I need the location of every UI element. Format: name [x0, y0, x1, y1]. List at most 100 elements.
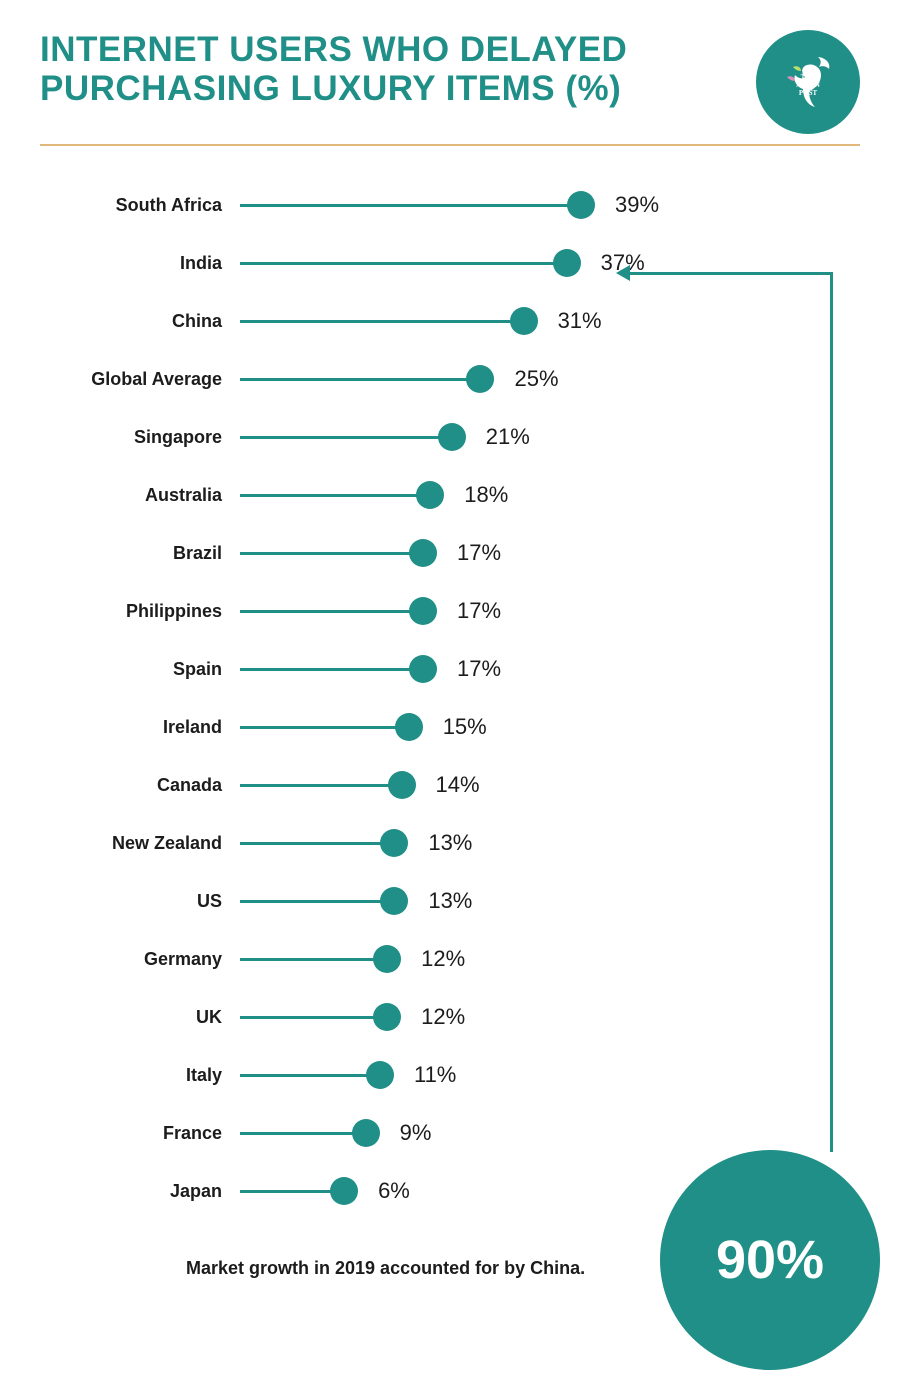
header: INTERNET USERS WHO DELAYED PURCHASING LU…	[40, 30, 860, 134]
chart-row-label: Singapore	[60, 427, 240, 448]
chart-row-label: India	[60, 253, 240, 274]
chart-row-label: Philippines	[60, 601, 240, 622]
chart-bar-value: 13%	[428, 830, 472, 856]
chart-bar-line	[240, 958, 376, 961]
chart-bar: 15%	[240, 698, 487, 756]
chart-bar: 18%	[240, 466, 508, 524]
header-divider	[40, 144, 860, 146]
callout-connector-horizontal	[630, 272, 833, 275]
page-title: INTERNET USERS WHO DELAYED PURCHASING LU…	[40, 30, 627, 108]
chart-bar-line	[240, 320, 513, 323]
chart-bar-line	[240, 262, 556, 265]
chart-bar-line	[240, 1016, 376, 1019]
chart-bar-dot	[409, 655, 437, 683]
chart-row: Philippines17%	[60, 582, 860, 640]
chart-bar: 39%	[240, 176, 659, 234]
chart-row: Global Average25%	[60, 350, 860, 408]
chart-bar-line	[240, 552, 412, 555]
svg-text:ASEAN: ASEAN	[796, 81, 820, 89]
hummingbird-icon: THE ASEAN POST	[773, 47, 843, 117]
chart-bar: 11%	[240, 1046, 456, 1104]
chart-row-label: Japan	[60, 1181, 240, 1202]
chart-bar: 13%	[240, 814, 472, 872]
chart-row: Spain17%	[60, 640, 860, 698]
chart-bar-dot	[373, 945, 401, 973]
chart-row-label: France	[60, 1123, 240, 1144]
chart-bar-dot	[409, 597, 437, 625]
chart-bar-dot	[330, 1177, 358, 1205]
chart-row-label: US	[60, 891, 240, 912]
svg-text:THE: THE	[801, 73, 816, 81]
chart-bar: 12%	[240, 930, 465, 988]
chart-row: US 13%	[60, 872, 860, 930]
chart-row: Australia 18%	[60, 466, 860, 524]
chart-row: New Zealand13%	[60, 814, 860, 872]
chart-bar: 17%	[240, 582, 501, 640]
chart-bar-line	[240, 842, 383, 845]
chart-bar-line	[240, 436, 441, 439]
chart-row: Singapore21%	[60, 408, 860, 466]
chart-row: Brazil17%	[60, 524, 860, 582]
chart-bar: 31%	[240, 292, 602, 350]
chart-row: UK 12%	[60, 988, 860, 1046]
chart-bar-value: 31%	[558, 308, 602, 334]
infographic-page: INTERNET USERS WHO DELAYED PURCHASING LU…	[0, 0, 900, 1381]
chart-bar-dot	[366, 1061, 394, 1089]
lollipop-chart: South Africa 39% India37%China 31% Global Av…	[40, 176, 860, 1220]
chart-bar: 25%	[240, 350, 559, 408]
chart-bar-value: 13%	[428, 888, 472, 914]
chart-bar-line	[240, 378, 469, 381]
chart-row-label: UK	[60, 1007, 240, 1028]
chart-row: Italy 11%	[60, 1046, 860, 1104]
chart-bar: 12%	[240, 988, 465, 1046]
chart-row: South Africa 39%	[60, 176, 860, 234]
chart-row-label: Ireland	[60, 717, 240, 738]
chart-bar-line	[240, 610, 412, 613]
chart-bar-dot	[553, 249, 581, 277]
chart-bar-line	[240, 204, 570, 207]
chart-bar-dot	[438, 423, 466, 451]
chart-bar: 14%	[240, 756, 480, 814]
chart-row-label: Italy	[60, 1065, 240, 1086]
title-line-1: INTERNET USERS WHO DELAYED	[40, 30, 627, 69]
callout-connector-vertical	[830, 272, 833, 1152]
chart-bar-line	[240, 1190, 333, 1193]
chart-bar-line	[240, 494, 419, 497]
chart-bar-value: 15%	[443, 714, 487, 740]
chart-row: Canada14%	[60, 756, 860, 814]
chart-row: Germany12%	[60, 930, 860, 988]
title-line-2: PURCHASING LUXURY ITEMS (%)	[40, 69, 621, 108]
chart-bar-line	[240, 668, 412, 671]
chart-bar-value: 18%	[464, 482, 508, 508]
chart-bar-value: 14%	[436, 772, 480, 798]
chart-bar-value: 6%	[378, 1178, 410, 1204]
chart-bar-value: 9%	[400, 1120, 432, 1146]
chart-bar-dot	[380, 829, 408, 857]
chart-bar: 6%	[240, 1162, 410, 1220]
chart-bar-dot	[395, 713, 423, 741]
footnote-text: Market growth in 2019 accounted for by C…	[186, 1258, 585, 1279]
chart-bar-value: 12%	[421, 1004, 465, 1030]
chart-bar-value: 11%	[414, 1062, 456, 1088]
chart-bar-line	[240, 1074, 369, 1077]
chart-bar-value: 39%	[615, 192, 659, 218]
chart-bar-dot	[380, 887, 408, 915]
chart-bar: 37%	[240, 234, 645, 292]
chart-bar-value: 17%	[457, 540, 501, 566]
chart-bar: 21%	[240, 408, 530, 466]
chart-row-label: South Africa	[60, 195, 240, 216]
chart-row-label: Australia	[60, 485, 240, 506]
chart-bar: 17%	[240, 524, 501, 582]
callout-bubble: 90%	[660, 1150, 880, 1370]
brand-logo: THE ASEAN POST	[756, 30, 860, 134]
chart-row-label: China	[60, 311, 240, 332]
chart-bar-dot	[567, 191, 595, 219]
chart-bar-dot	[373, 1003, 401, 1031]
chart-bar-value: 25%	[514, 366, 558, 392]
chart-bar-dot	[388, 771, 416, 799]
chart-bar-dot	[409, 539, 437, 567]
chart-row: Ireland 15%	[60, 698, 860, 756]
chart-bar: 13%	[240, 872, 472, 930]
chart-bar-line	[240, 784, 391, 787]
chart-bar-line	[240, 726, 398, 729]
